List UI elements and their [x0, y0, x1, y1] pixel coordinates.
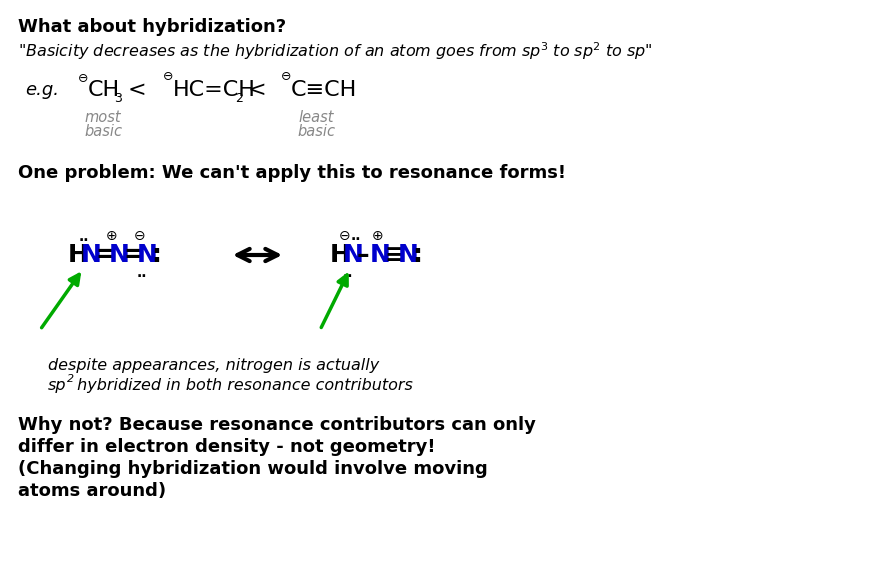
Text: <: <: [248, 80, 267, 100]
Text: sp: sp: [48, 378, 66, 393]
Text: "Basicity decreases as the hybridization of an atom goes from sp$^3$ to sp$^2$ t: "Basicity decreases as the hybridization…: [18, 40, 653, 62]
Text: ⊖: ⊖: [163, 70, 174, 83]
Text: basic: basic: [84, 124, 122, 139]
Text: ⊖: ⊖: [78, 71, 88, 84]
Text: ..: ..: [343, 266, 353, 280]
Text: most: most: [85, 110, 121, 125]
Text: atoms around): atoms around): [18, 482, 167, 500]
Text: ..: ..: [137, 266, 147, 280]
Text: H: H: [330, 243, 351, 267]
Text: (Changing hybridization would involve moving: (Changing hybridization would involve mo…: [18, 460, 487, 478]
Text: e.g.: e.g.: [25, 81, 59, 99]
Text: Why not? Because resonance contributors can only: Why not? Because resonance contributors …: [18, 416, 536, 434]
Text: What about hybridization?: What about hybridization?: [18, 18, 286, 36]
Text: ⊕: ⊕: [106, 229, 118, 243]
Text: HC=CH: HC=CH: [173, 80, 255, 100]
Text: N: N: [398, 243, 419, 267]
Text: ⊖: ⊖: [339, 229, 351, 243]
Text: One problem: We can't apply this to resonance forms!: One problem: We can't apply this to reso…: [18, 164, 566, 182]
Text: N: N: [109, 243, 130, 267]
Text: 2: 2: [235, 92, 243, 105]
Text: :: :: [151, 243, 160, 267]
Text: <: <: [128, 80, 146, 100]
Text: least: least: [298, 110, 334, 125]
Text: ⊖: ⊖: [134, 229, 146, 243]
Text: ⊖: ⊖: [281, 70, 291, 83]
Text: CH: CH: [88, 80, 120, 100]
Text: ..: ..: [351, 229, 362, 243]
Text: 2: 2: [67, 374, 74, 384]
Text: ≡: ≡: [384, 243, 405, 267]
Text: =: =: [95, 243, 116, 267]
Text: N: N: [137, 243, 158, 267]
Text: ..: ..: [79, 230, 90, 244]
Text: N: N: [370, 243, 391, 267]
Text: C≡CH: C≡CH: [291, 80, 358, 100]
Text: despite appearances, nitrogen is actually: despite appearances, nitrogen is actuall…: [48, 358, 379, 373]
Text: =: =: [123, 243, 144, 267]
Text: basic: basic: [297, 124, 335, 139]
Text: H: H: [68, 243, 89, 267]
Text: differ in electron density - not geometry!: differ in electron density - not geometr…: [18, 438, 435, 456]
Text: ⊕: ⊕: [372, 229, 384, 243]
Text: hybridized in both resonance contributors: hybridized in both resonance contributor…: [72, 378, 412, 393]
Text: –: –: [357, 243, 370, 267]
Text: N: N: [81, 243, 102, 267]
Text: :: :: [412, 243, 422, 267]
Text: N: N: [343, 243, 364, 267]
Text: 3: 3: [114, 92, 122, 105]
